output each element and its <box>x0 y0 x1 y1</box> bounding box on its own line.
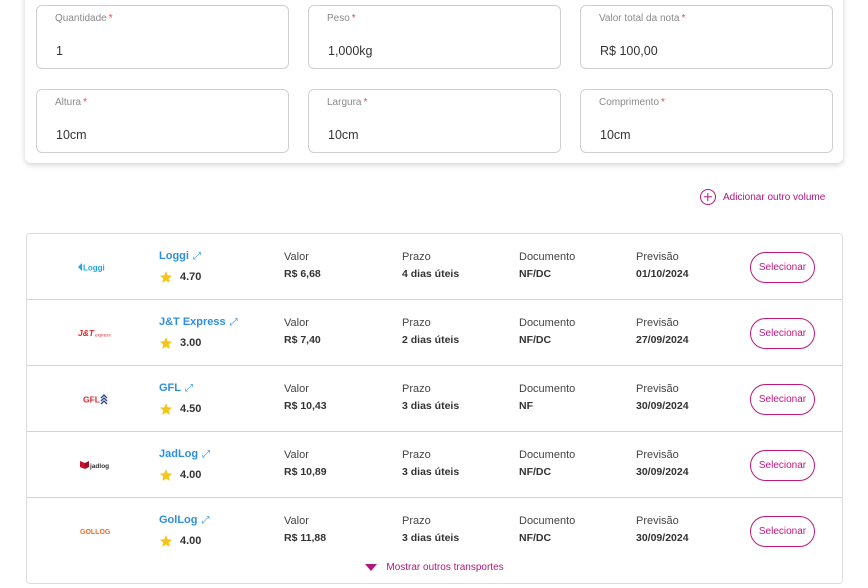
star-icon <box>159 337 173 349</box>
forecast-cell: Previsão 30/09/2024 <box>636 449 689 478</box>
add-volume-button[interactable]: Adicionar outro volume <box>700 189 825 205</box>
select-carrier-button[interactable]: Selecionar <box>750 516 815 547</box>
forecast-cell: Previsão 30/09/2024 <box>636 383 689 412</box>
deadline-cell: Prazo 3 dias úteis <box>402 515 460 544</box>
quantity-label: Quantidade * <box>55 13 113 24</box>
length-label: Comprimento * <box>599 97 665 108</box>
carrier-name-link[interactable]: GolLog ⤢ <box>159 514 210 526</box>
price-cell: Valor R$ 6,68 <box>284 251 321 280</box>
svg-text:GFL: GFL <box>83 395 100 405</box>
carrier-rating: 4.50 <box>159 402 201 416</box>
carrier-name-link[interactable]: GFL ⤢ <box>159 382 193 394</box>
forecast-cell: Previsão 01/10/2024 <box>636 251 689 280</box>
star-icon <box>159 271 173 283</box>
document-cell: Documento NF/DC <box>519 449 576 478</box>
svg-text:jadlog: jadlog <box>89 463 109 470</box>
forecast-cell: Previsão 30/09/2024 <box>636 515 689 544</box>
price-cell: Valor R$ 10,89 <box>284 449 327 478</box>
weight-label: Peso * <box>327 13 356 24</box>
height-label: Altura * <box>55 97 88 108</box>
carrier-row: J&T express J&T Express ⤢ 3.00 Valor R$ 7,… <box>27 300 842 366</box>
carrier-list: Loggi Loggi ⤢ 4.70 Valor R$ 6,68 Prazo 4 di… <box>26 233 843 584</box>
triangle-down-icon <box>365 564 378 571</box>
select-carrier-button[interactable]: Selecionar <box>750 450 815 481</box>
show-more-carriers-button[interactable]: Mostrar outros transportes <box>27 552 842 583</box>
carrier-row: Loggi Loggi ⤢ 4.70 Valor R$ 6,68 Prazo 4 di… <box>27 234 842 300</box>
expand-arrow-icon: ⤢ <box>185 383 193 394</box>
width-field[interactable]: Largura * 10cm <box>308 89 561 153</box>
carrier-rating: 3.00 <box>159 336 201 350</box>
deadline-cell: Prazo 3 dias úteis <box>402 383 460 412</box>
expand-arrow-icon: ⤢ <box>229 317 238 328</box>
expand-arrow-icon: ⤢ <box>201 515 210 526</box>
price-cell: Valor R$ 11,88 <box>284 515 327 544</box>
carrier-row: jadlog JadLog ⤢ 4.00 Valor R$ 10,89 Prazo 3… <box>27 432 842 498</box>
expand-arrow-icon: ⤢ <box>192 251 201 262</box>
select-carrier-button[interactable]: Selecionar <box>750 252 815 283</box>
width-label: Largura * <box>327 97 368 108</box>
show-more-label: Mostrar outros transportes <box>386 562 504 573</box>
add-volume-label: Adicionar outro volume <box>723 191 826 203</box>
star-icon <box>159 535 173 547</box>
select-carrier-button[interactable]: Selecionar <box>750 384 815 415</box>
carrier-rating: 4.70 <box>159 270 201 284</box>
deadline-cell: Prazo 4 dias úteis <box>402 251 460 280</box>
document-cell: Documento NF/DC <box>519 515 576 544</box>
deadline-cell: Prazo 2 dias úteis <box>402 317 460 346</box>
jadlog-logo: jadlog <box>71 455 119 475</box>
svg-text:express: express <box>95 333 112 338</box>
plus-circle-icon <box>700 189 716 205</box>
carrier-name-link[interactable]: J&T Express ⤢ <box>159 316 238 328</box>
star-icon <box>159 403 173 415</box>
volume-form-card: Quantidade * 1 Peso * 1,000kg Valor total … <box>25 0 843 163</box>
invoice-total-field[interactable]: Valor total da nota * R$ 100,00 <box>580 5 833 69</box>
carrier-row: GFL GFL ⤢ 4.50 Valor R$ 10,43 Prazo 3 dias … <box>27 366 842 432</box>
height-value[interactable]: 10cm <box>56 128 87 142</box>
carrier-name-link[interactable]: JadLog ⤢ <box>159 448 211 460</box>
carrier-rating: 4.00 <box>159 468 201 482</box>
price-cell: Valor R$ 7,40 <box>284 317 321 346</box>
invoice-total-label: Valor total da nota * <box>599 13 686 24</box>
document-cell: Documento NF <box>519 383 576 412</box>
carrier-name-link[interactable]: Loggi ⤢ <box>159 250 201 262</box>
document-cell: Documento NF/DC <box>519 251 576 280</box>
gfl-logo: GFL <box>71 389 119 409</box>
svg-text:GOLLOG: GOLLOG <box>80 529 111 536</box>
gollog-logo: GOLLOG <box>71 521 119 541</box>
jt-express-logo: J&T express <box>71 323 119 343</box>
length-field[interactable]: Comprimento * 10cm <box>580 89 833 153</box>
svg-text:J&T: J&T <box>78 328 95 338</box>
invoice-total-value[interactable]: R$ 100,00 <box>600 44 658 58</box>
carrier-rating: 4.00 <box>159 534 201 548</box>
width-value[interactable]: 10cm <box>328 128 359 142</box>
quantity-field[interactable]: Quantidade * 1 <box>36 5 289 69</box>
quantity-value[interactable]: 1 <box>56 44 63 58</box>
weight-field[interactable]: Peso * 1,000kg <box>308 5 561 69</box>
deadline-cell: Prazo 3 dias úteis <box>402 449 460 478</box>
expand-arrow-icon: ⤢ <box>202 449 211 460</box>
weight-value[interactable]: 1,000kg <box>328 44 373 58</box>
height-field[interactable]: Altura * 10cm <box>36 89 289 153</box>
loggi-logo: Loggi <box>71 257 119 277</box>
star-icon <box>159 469 173 481</box>
svg-text:Loggi: Loggi <box>83 264 105 273</box>
document-cell: Documento NF/DC <box>519 317 576 346</box>
length-value[interactable]: 10cm <box>600 128 631 142</box>
price-cell: Valor R$ 10,43 <box>284 383 327 412</box>
forecast-cell: Previsão 27/09/2024 <box>636 317 689 346</box>
select-carrier-button[interactable]: Selecionar <box>750 318 815 349</box>
